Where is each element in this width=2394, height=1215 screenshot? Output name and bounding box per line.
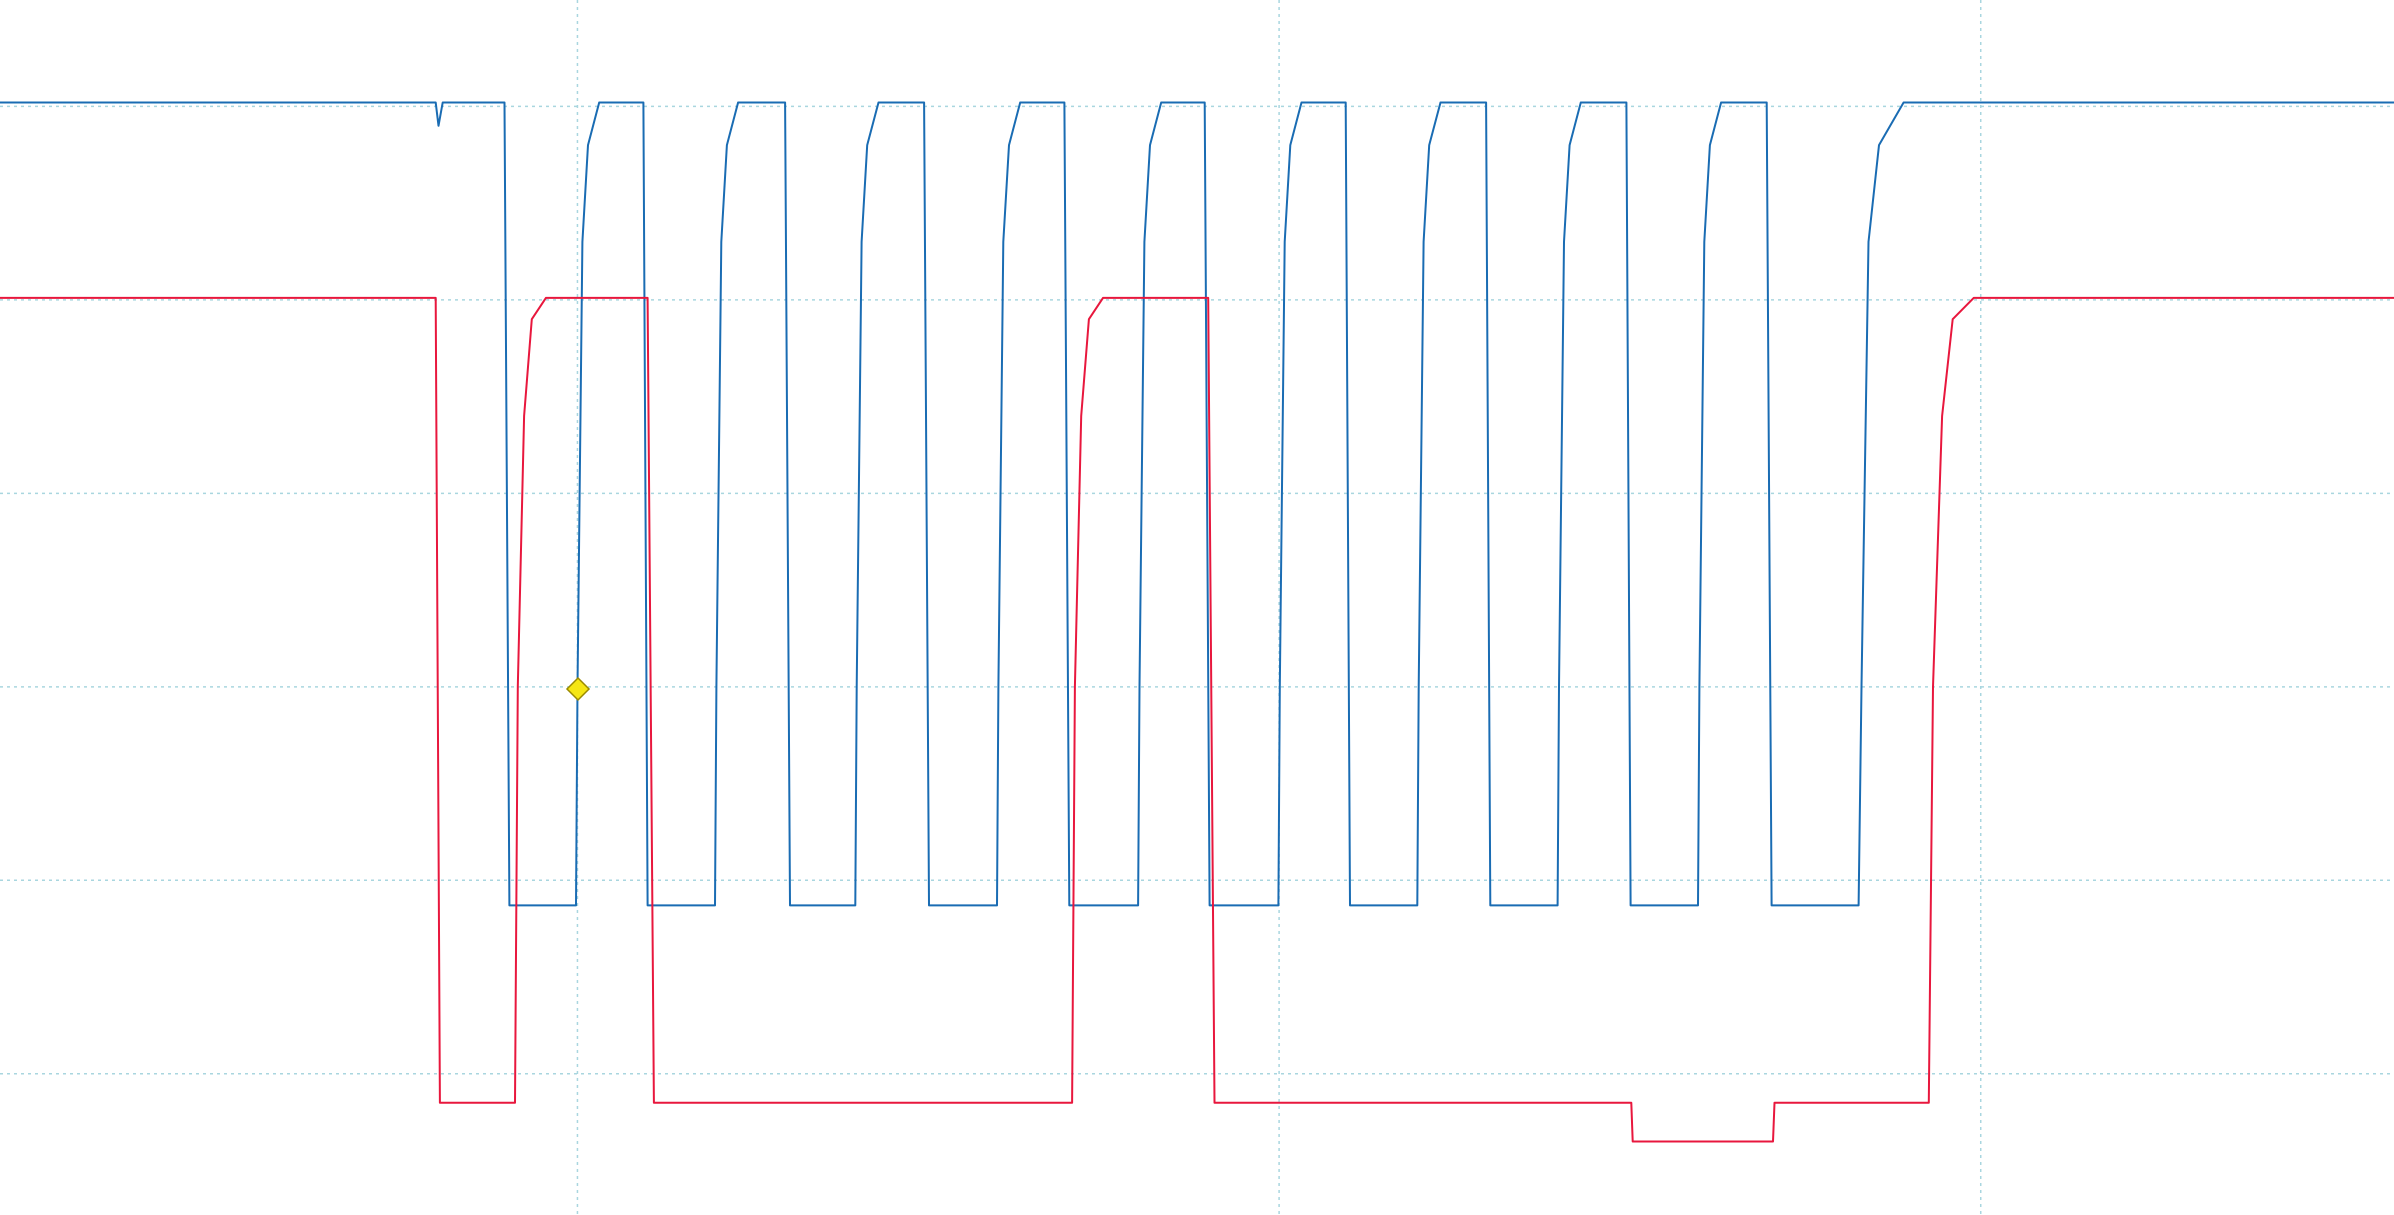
signal-trace <box>0 101 2394 907</box>
signal-trace <box>0 296 2394 1143</box>
trigger-marker <box>565 676 591 702</box>
